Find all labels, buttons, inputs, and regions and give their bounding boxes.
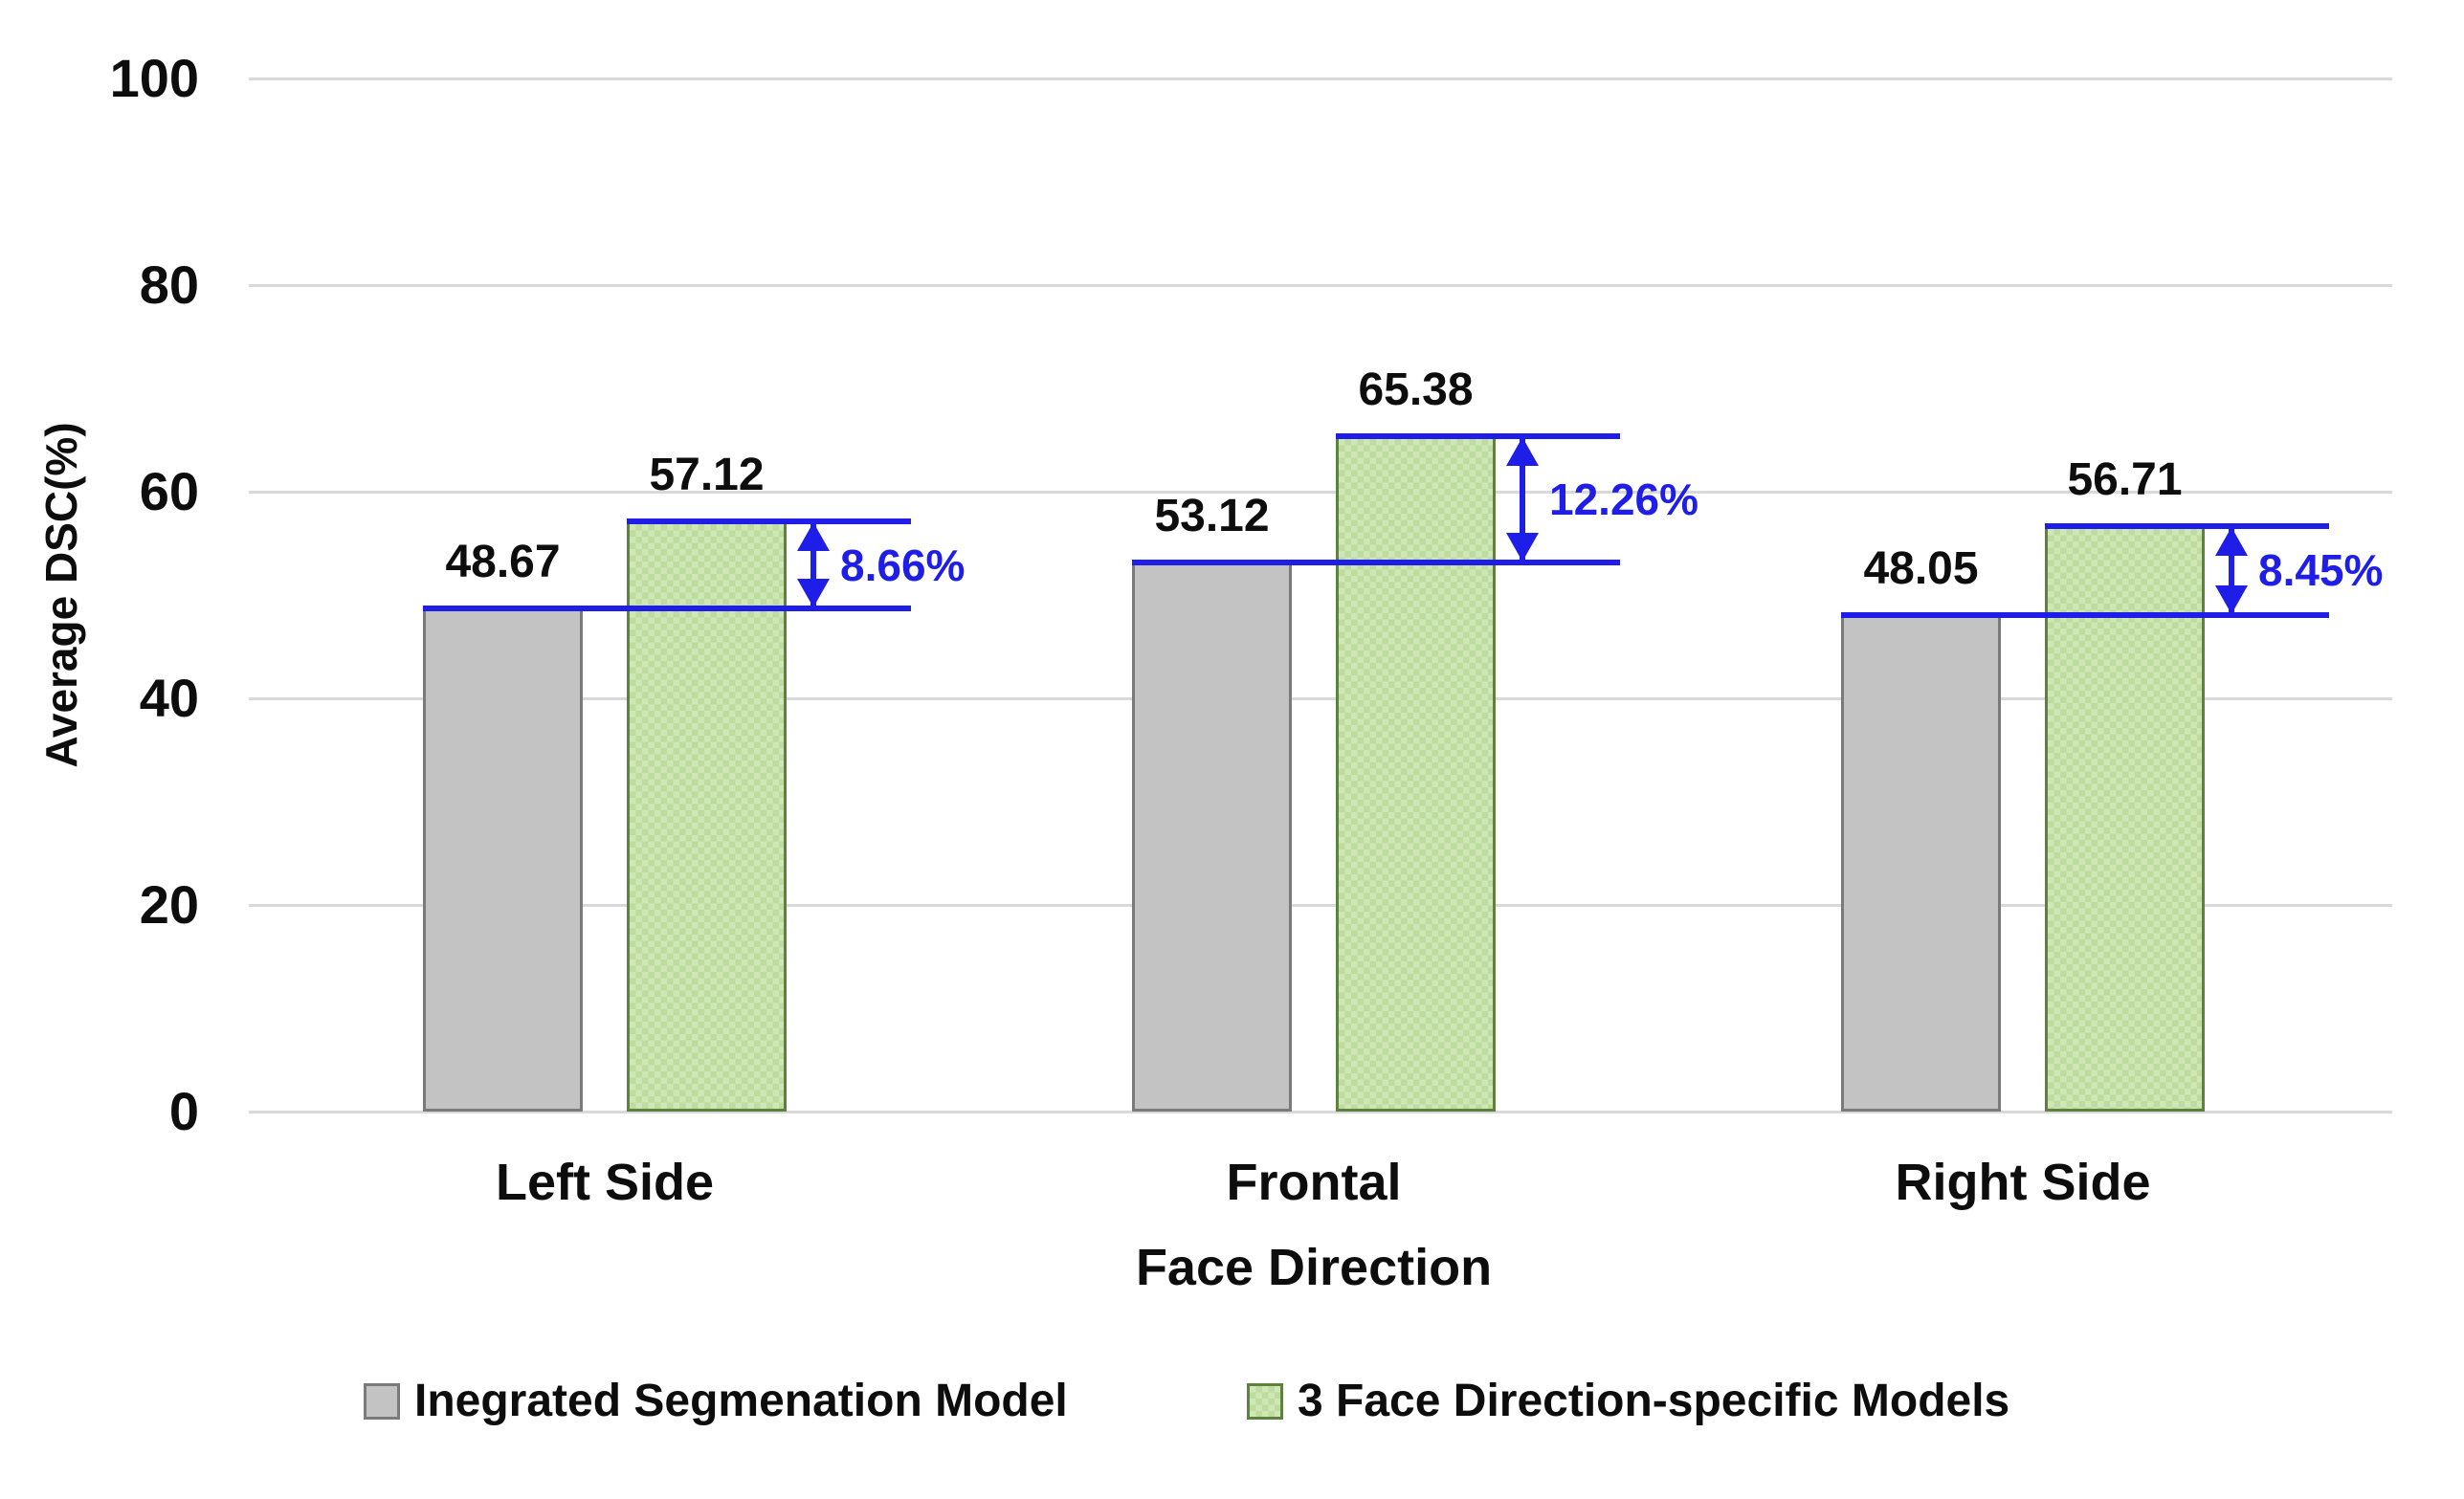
legend-label-face-direction-specific-models: 3 Face Direction-specific Models <box>1298 1376 2010 1426</box>
category-label-left-side: Left Side <box>495 1154 715 1211</box>
gridline-80 <box>249 284 2392 287</box>
diff-label-left-side: 8.66% <box>840 540 966 590</box>
diff-line-lower-right-side <box>1841 612 2329 619</box>
value-label-face-direction-specific-models-frontal: 65.38 <box>1358 364 1474 415</box>
y-tick-label-40: 40 <box>139 668 199 728</box>
legend-item-integrated-segmentation-model: Inegrated Segmenation Model <box>364 1376 1068 1427</box>
gridline-0 <box>249 1111 2392 1113</box>
gridline-100 <box>249 77 2392 80</box>
diff-line-upper-frontal <box>1336 432 1620 439</box>
bar-integrated-segmentation-model-left-side <box>423 608 583 1112</box>
y-tick-label-60: 60 <box>139 461 199 521</box>
x-axis-title: Face Direction <box>1135 1239 1493 1296</box>
diff-arrow-left-side <box>794 522 832 608</box>
diff-arrow-head-down-left-side <box>797 579 830 608</box>
bar-face-direction-specific-models-frontal <box>1336 435 1496 1112</box>
y-tick-label-80: 80 <box>139 254 199 315</box>
legend-swatch-face-direction-specific-models <box>1247 1383 1283 1420</box>
value-label-integrated-segmentation-model-right-side: 48.05 <box>1863 543 1979 595</box>
diff-line-upper-right-side <box>2045 522 2329 529</box>
gridline-20 <box>249 904 2392 907</box>
y-tick-label-0: 0 <box>168 1081 199 1141</box>
diff-label-right-side: 8.45% <box>2258 545 2384 596</box>
diff-label-frontal: 12.26% <box>1549 474 1699 525</box>
diff-arrow-shaft-left-side <box>810 524 816 606</box>
diff-arrow-head-up-frontal <box>1506 436 1539 466</box>
diff-arrow-frontal <box>1503 436 1542 562</box>
bar-face-direction-specific-models-left-side <box>627 521 787 1112</box>
diff-arrow-head-up-left-side <box>797 522 830 552</box>
legend-swatch-integrated-segmentation-model <box>364 1383 400 1420</box>
bar-integrated-segmentation-model-right-side <box>1841 615 2001 1112</box>
diff-arrow-head-down-right-side <box>2215 585 2248 615</box>
y-tick-label-100: 100 <box>109 48 199 108</box>
diff-arrow-shaft-frontal <box>1520 438 1525 561</box>
y-tick-label-20: 20 <box>139 874 199 935</box>
diff-arrow-head-down-frontal <box>1506 533 1539 562</box>
gridline-60 <box>249 491 2392 494</box>
category-label-right-side: Right Side <box>1895 1154 2151 1211</box>
diff-line-lower-left-side <box>423 606 911 612</box>
value-label-face-direction-specific-models-left-side: 57.12 <box>649 450 765 501</box>
legend-item-face-direction-specific-models: 3 Face Direction-specific Models <box>1247 1376 2009 1427</box>
diff-line-upper-left-side <box>627 518 911 525</box>
value-label-face-direction-specific-models-right-side: 56.71 <box>2067 453 2183 505</box>
value-label-integrated-segmentation-model-frontal: 53.12 <box>1154 491 1270 542</box>
value-label-integrated-segmentation-model-left-side: 48.67 <box>445 537 561 588</box>
category-label-frontal: Frontal <box>1226 1154 1402 1211</box>
diff-arrow-right-side <box>2212 526 2251 615</box>
diff-line-lower-frontal <box>1132 560 1620 566</box>
diff-arrow-shaft-right-side <box>2229 528 2234 613</box>
gridline-40 <box>249 697 2392 700</box>
legend-label-integrated-segmentation-model: Inegrated Segmenation Model <box>414 1376 1068 1426</box>
bar-face-direction-specific-models-right-side <box>2045 525 2205 1112</box>
diff-arrow-head-up-right-side <box>2215 526 2248 556</box>
bar-integrated-segmentation-model-frontal <box>1132 562 1292 1112</box>
